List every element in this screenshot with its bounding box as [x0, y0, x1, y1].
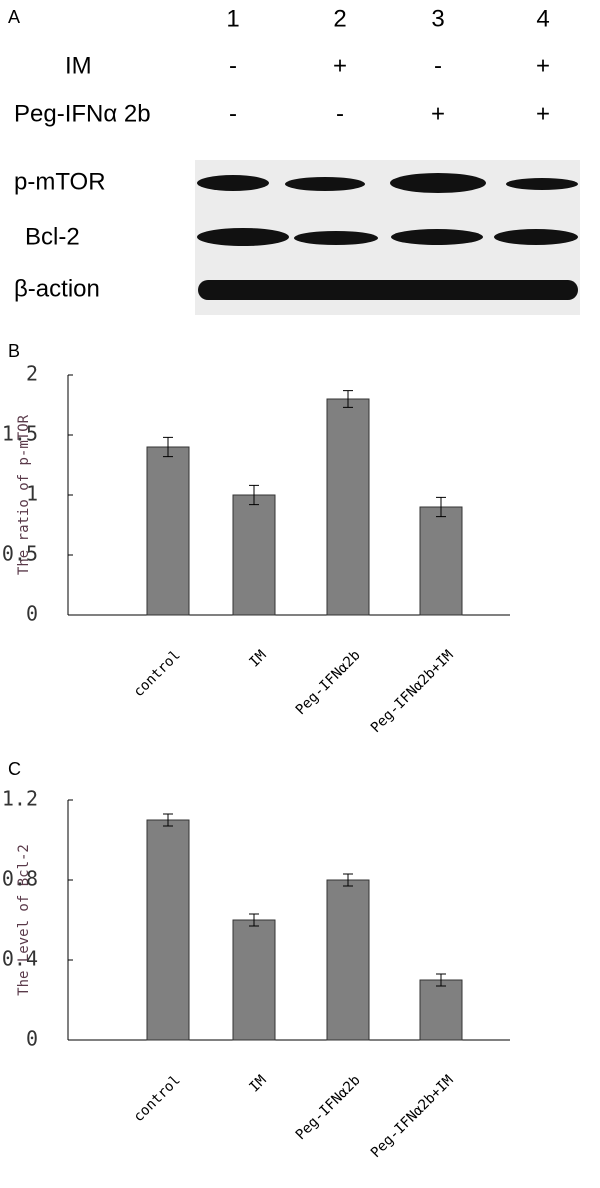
row-label: IM [65, 52, 92, 79]
panel-label: B [8, 341, 20, 361]
x-tick-label: control [131, 647, 184, 700]
bar [326, 879, 370, 1041]
y-tick-label: 0.4 [2, 947, 38, 971]
error-bar [343, 873, 353, 887]
x-tick-label: IM [246, 1072, 269, 1095]
lane-label: 4 [536, 5, 549, 32]
treatment-sign: + [536, 52, 550, 79]
bar [232, 494, 276, 616]
y-tick-label: 0 [26, 602, 38, 626]
blot-bands [197, 173, 578, 300]
bar [146, 446, 190, 616]
error-bar [249, 913, 259, 927]
treatment-sign: + [333, 52, 347, 79]
treatment-sign: - [229, 52, 237, 79]
row-label: Peg-IFNα 2b [14, 100, 151, 127]
x-tick-label: IM [246, 647, 269, 670]
band-label: β-action [14, 275, 100, 302]
band-label: Bcl-2 [25, 223, 80, 250]
bar [419, 979, 463, 1041]
bar [326, 398, 370, 616]
treatment-sign: + [536, 100, 550, 127]
y-tick-label: 2 [26, 362, 38, 386]
y-tick-label: 0.5 [2, 542, 38, 566]
error-bar [343, 390, 353, 408]
error-bar [436, 496, 446, 518]
y-axis-label: The ratio of p-mTOR [16, 414, 32, 575]
y-tick-label: 1.2 [2, 787, 38, 811]
treatment-sign: - [434, 52, 442, 79]
error-bar [436, 973, 446, 987]
y-tick-label: 1.5 [2, 422, 38, 446]
treatment-sign: + [431, 100, 445, 127]
lane-label: 3 [431, 5, 444, 32]
lane-label: 2 [333, 5, 346, 32]
band-label: p-mTOR [14, 168, 106, 195]
x-tick-label: Peg-IFNα2b [293, 647, 364, 718]
x-tick-label: Peg-IFNα2b+IM [368, 1072, 457, 1161]
bar [232, 919, 276, 1041]
y-tick-label: 0.8 [2, 867, 38, 891]
error-bar [163, 436, 173, 458]
bar [146, 819, 190, 1041]
error-bar [249, 484, 259, 506]
treatment-sign: - [336, 100, 344, 127]
y-tick-label: 0 [26, 1027, 38, 1051]
lane-label: 1 [226, 5, 239, 32]
bar [419, 506, 463, 616]
y-tick-label: 1 [26, 482, 38, 506]
panel-label: A [8, 7, 20, 27]
y-axis-label: The Level of Bcl-2 [16, 844, 32, 996]
panel-label: C [8, 759, 21, 779]
x-tick-label: Peg-IFNα2b+IM [368, 647, 457, 736]
x-tick-label: Peg-IFNα2b [293, 1072, 364, 1143]
treatment-sign: - [229, 100, 237, 127]
error-bar [163, 813, 173, 827]
x-tick-label: control [131, 1072, 184, 1125]
